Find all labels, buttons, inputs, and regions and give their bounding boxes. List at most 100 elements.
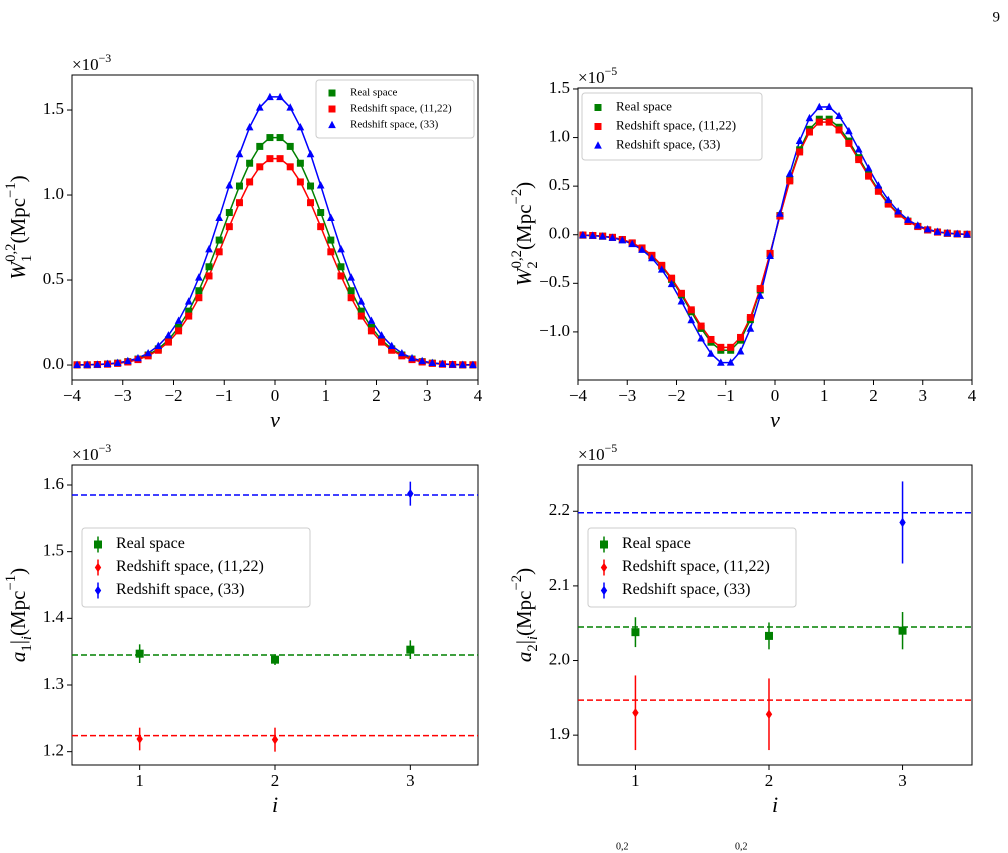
marker [296, 178, 304, 186]
series-line [77, 157, 473, 366]
marker [756, 291, 765, 299]
y-tick-label: 1.6 [43, 474, 64, 493]
label-part: −1 [3, 182, 19, 198]
marker [316, 181, 325, 189]
label-part: W [6, 260, 30, 280]
marker [904, 215, 912, 223]
panel: −4 −3 −2 −1 0 1 2 3 40.00.51.01.5×10−3νW10,2(Mpc… [3, 51, 482, 432]
marker [428, 358, 437, 366]
y-tick-label: 1.9 [549, 724, 570, 743]
marker [805, 113, 814, 122]
marker [795, 136, 804, 145]
marker [307, 182, 315, 190]
y-axis-label: a2|i(Mpc−2) [509, 568, 541, 662]
y-tick-label: 2.0 [549, 649, 570, 668]
marker [164, 338, 172, 346]
x-tick-label: −3 [618, 386, 636, 405]
x-tick-label: 1 [820, 386, 829, 405]
label-part: ×10 [578, 68, 605, 87]
marker [864, 163, 873, 172]
series-line [582, 106, 968, 364]
series-line [77, 96, 473, 366]
marker [94, 562, 102, 573]
marker [600, 585, 608, 596]
marker [854, 145, 863, 153]
marker [327, 248, 335, 256]
marker [367, 327, 375, 335]
y-tick-label: 0.0 [549, 224, 570, 243]
label-part: (Mpc [6, 198, 30, 244]
marker [296, 159, 304, 167]
panel: −4 −3 −2 −1 0 1 2 3 4 −1.0 −0.5 0.0 0.5 1.0 1.5 ×10−5 ν W… [509, 64, 976, 432]
y-axis-label: W20,2(Mpc−2) [509, 182, 541, 286]
panel: 1 2 31.21.31.41.51.6×10−3ia1|i(Mpc−1)Real … [3, 441, 479, 817]
marker [266, 134, 274, 142]
marker [286, 103, 295, 111]
y-tick-label: 1.5 [43, 541, 64, 560]
marker [805, 128, 813, 136]
marker [933, 227, 942, 235]
legend-label: Redshift space, (11,22) [350, 103, 452, 115]
x-tick-label: 4 [474, 386, 483, 405]
x-tick-label: −1 [717, 386, 735, 405]
label-part: a [6, 652, 30, 663]
x-tick-label: 2 [765, 771, 774, 790]
y-tick-label: 1.2 [43, 741, 64, 760]
legend-label: Redshift space, (33) [622, 581, 750, 598]
marker [337, 263, 345, 271]
x-axis-label: ν [770, 407, 780, 432]
marker [174, 316, 183, 324]
marker [205, 272, 213, 280]
legend-frame [315, 79, 475, 139]
marker [276, 92, 284, 101]
legend-label: Real space [622, 535, 691, 552]
marker [726, 358, 735, 366]
marker [205, 263, 213, 271]
plot-frame [71, 464, 479, 766]
label-part: −5 [605, 441, 618, 455]
marker [347, 287, 355, 295]
y-tick-label: 0.5 [549, 175, 570, 194]
marker [448, 360, 457, 368]
marker [246, 178, 254, 186]
x-axis-label: ν [270, 407, 280, 432]
marker [632, 707, 639, 718]
marker [246, 159, 254, 167]
marker [136, 734, 143, 744]
y-tick-label: 2.1 [549, 575, 570, 594]
label-part: ×10 [72, 445, 99, 464]
label-part: i [525, 636, 541, 640]
marker [874, 181, 883, 189]
marker [123, 356, 132, 365]
page-number: 9 [993, 9, 1001, 25]
marker [943, 228, 952, 237]
y-tick-label: −1.0 [539, 321, 570, 340]
x-tick-label: 0 [771, 386, 780, 405]
marker [215, 236, 223, 244]
y-tick-label: 1.0 [549, 126, 570, 145]
marker [328, 105, 336, 113]
marker [387, 341, 396, 349]
marker [697, 322, 705, 330]
marker [707, 349, 715, 357]
marker [756, 285, 764, 293]
label-part: 0,2 [509, 250, 525, 268]
x-tick-label: 1 [135, 771, 144, 790]
marker [657, 265, 666, 273]
x-tick-label: −2 [667, 386, 685, 405]
marker [855, 156, 863, 164]
y-tick-label: 1.3 [43, 674, 64, 693]
label-part: W [512, 266, 536, 286]
label-part: (Mpc [512, 204, 536, 250]
marker [307, 199, 315, 207]
marker [408, 353, 416, 362]
marker [185, 307, 193, 315]
label-part: ×10 [578, 445, 605, 464]
marker [899, 517, 906, 528]
marker [913, 221, 922, 229]
label-part: 0,2 [3, 243, 19, 261]
y-tick-label: 1.4 [43, 607, 65, 626]
x-tick-label: 3 [898, 771, 907, 790]
marker [83, 360, 92, 368]
plot-frame [577, 464, 973, 766]
